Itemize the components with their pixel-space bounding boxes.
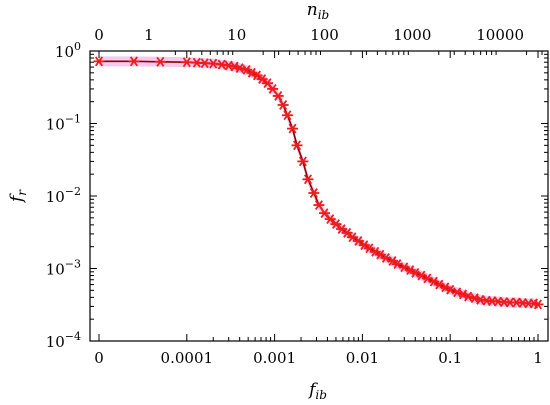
data-point (302, 174, 314, 185)
data-markers (93, 56, 544, 310)
data-point (341, 227, 353, 238)
data-point (234, 63, 246, 74)
y-tick-label: 10−2 (46, 185, 81, 206)
x2-tick-label: 1000 (393, 26, 431, 44)
series-line-group (99, 60, 539, 306)
data-point (313, 200, 325, 210)
data-point (462, 291, 474, 302)
x-tick-label: 1 (533, 349, 543, 367)
axis-ticks (90, 50, 548, 342)
data-point (532, 299, 544, 310)
top-axis-label: nib (307, 0, 329, 22)
y-axis-label: fr (7, 189, 29, 204)
data-point (93, 56, 105, 67)
data-point (277, 100, 289, 110)
x-axis-label: fib (307, 380, 327, 402)
data-point (207, 58, 219, 69)
y-tick-label: 100 (55, 40, 81, 61)
x-tick-label: 0.0001 (161, 349, 214, 367)
data-point (287, 123, 299, 134)
x-tick-label: 0.1 (438, 349, 462, 367)
data-point (281, 110, 293, 121)
tick-labels: 0 0.0001 0.001 0.01 0.1 10 1 10 100 1000 1000010−4… (46, 26, 543, 367)
x-tick-label: 0.01 (346, 349, 379, 367)
data-point (256, 74, 268, 85)
x2-tick-label: 0 (94, 26, 104, 44)
data-point (330, 219, 342, 230)
error-band (99, 56, 538, 310)
x2-tick-label: 100 (310, 26, 339, 44)
x2-tick-label: 10000 (476, 26, 524, 44)
x-tick-label: 0 (94, 349, 104, 367)
data-point (291, 140, 303, 151)
series-line (99, 60, 539, 306)
data-point (297, 156, 309, 167)
data-point (308, 188, 320, 198)
x-tick-label: 0.001 (253, 349, 296, 367)
data-point (216, 59, 228, 70)
data-point (318, 208, 330, 219)
data-point (272, 90, 284, 101)
data-point (181, 57, 193, 68)
x2-tick-label: 10 (227, 26, 246, 44)
y-tick-label: 10−4 (46, 330, 81, 351)
x2-tick-label: 1 (144, 26, 154, 44)
y-tick-label: 10−3 (46, 258, 81, 279)
error-band-area (99, 56, 538, 310)
data-point (128, 56, 140, 67)
y-tick-label: 10−1 (46, 113, 81, 134)
data-point (324, 214, 336, 225)
data-point (154, 56, 166, 67)
